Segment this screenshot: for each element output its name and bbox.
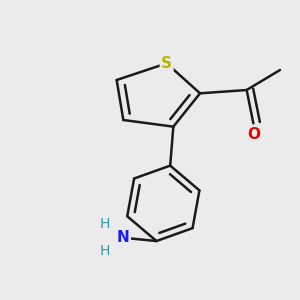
Text: H: H [100,244,110,258]
Text: H: H [100,218,110,231]
Text: O: O [247,128,260,142]
Text: S: S [161,56,172,71]
Text: N: N [117,230,130,245]
